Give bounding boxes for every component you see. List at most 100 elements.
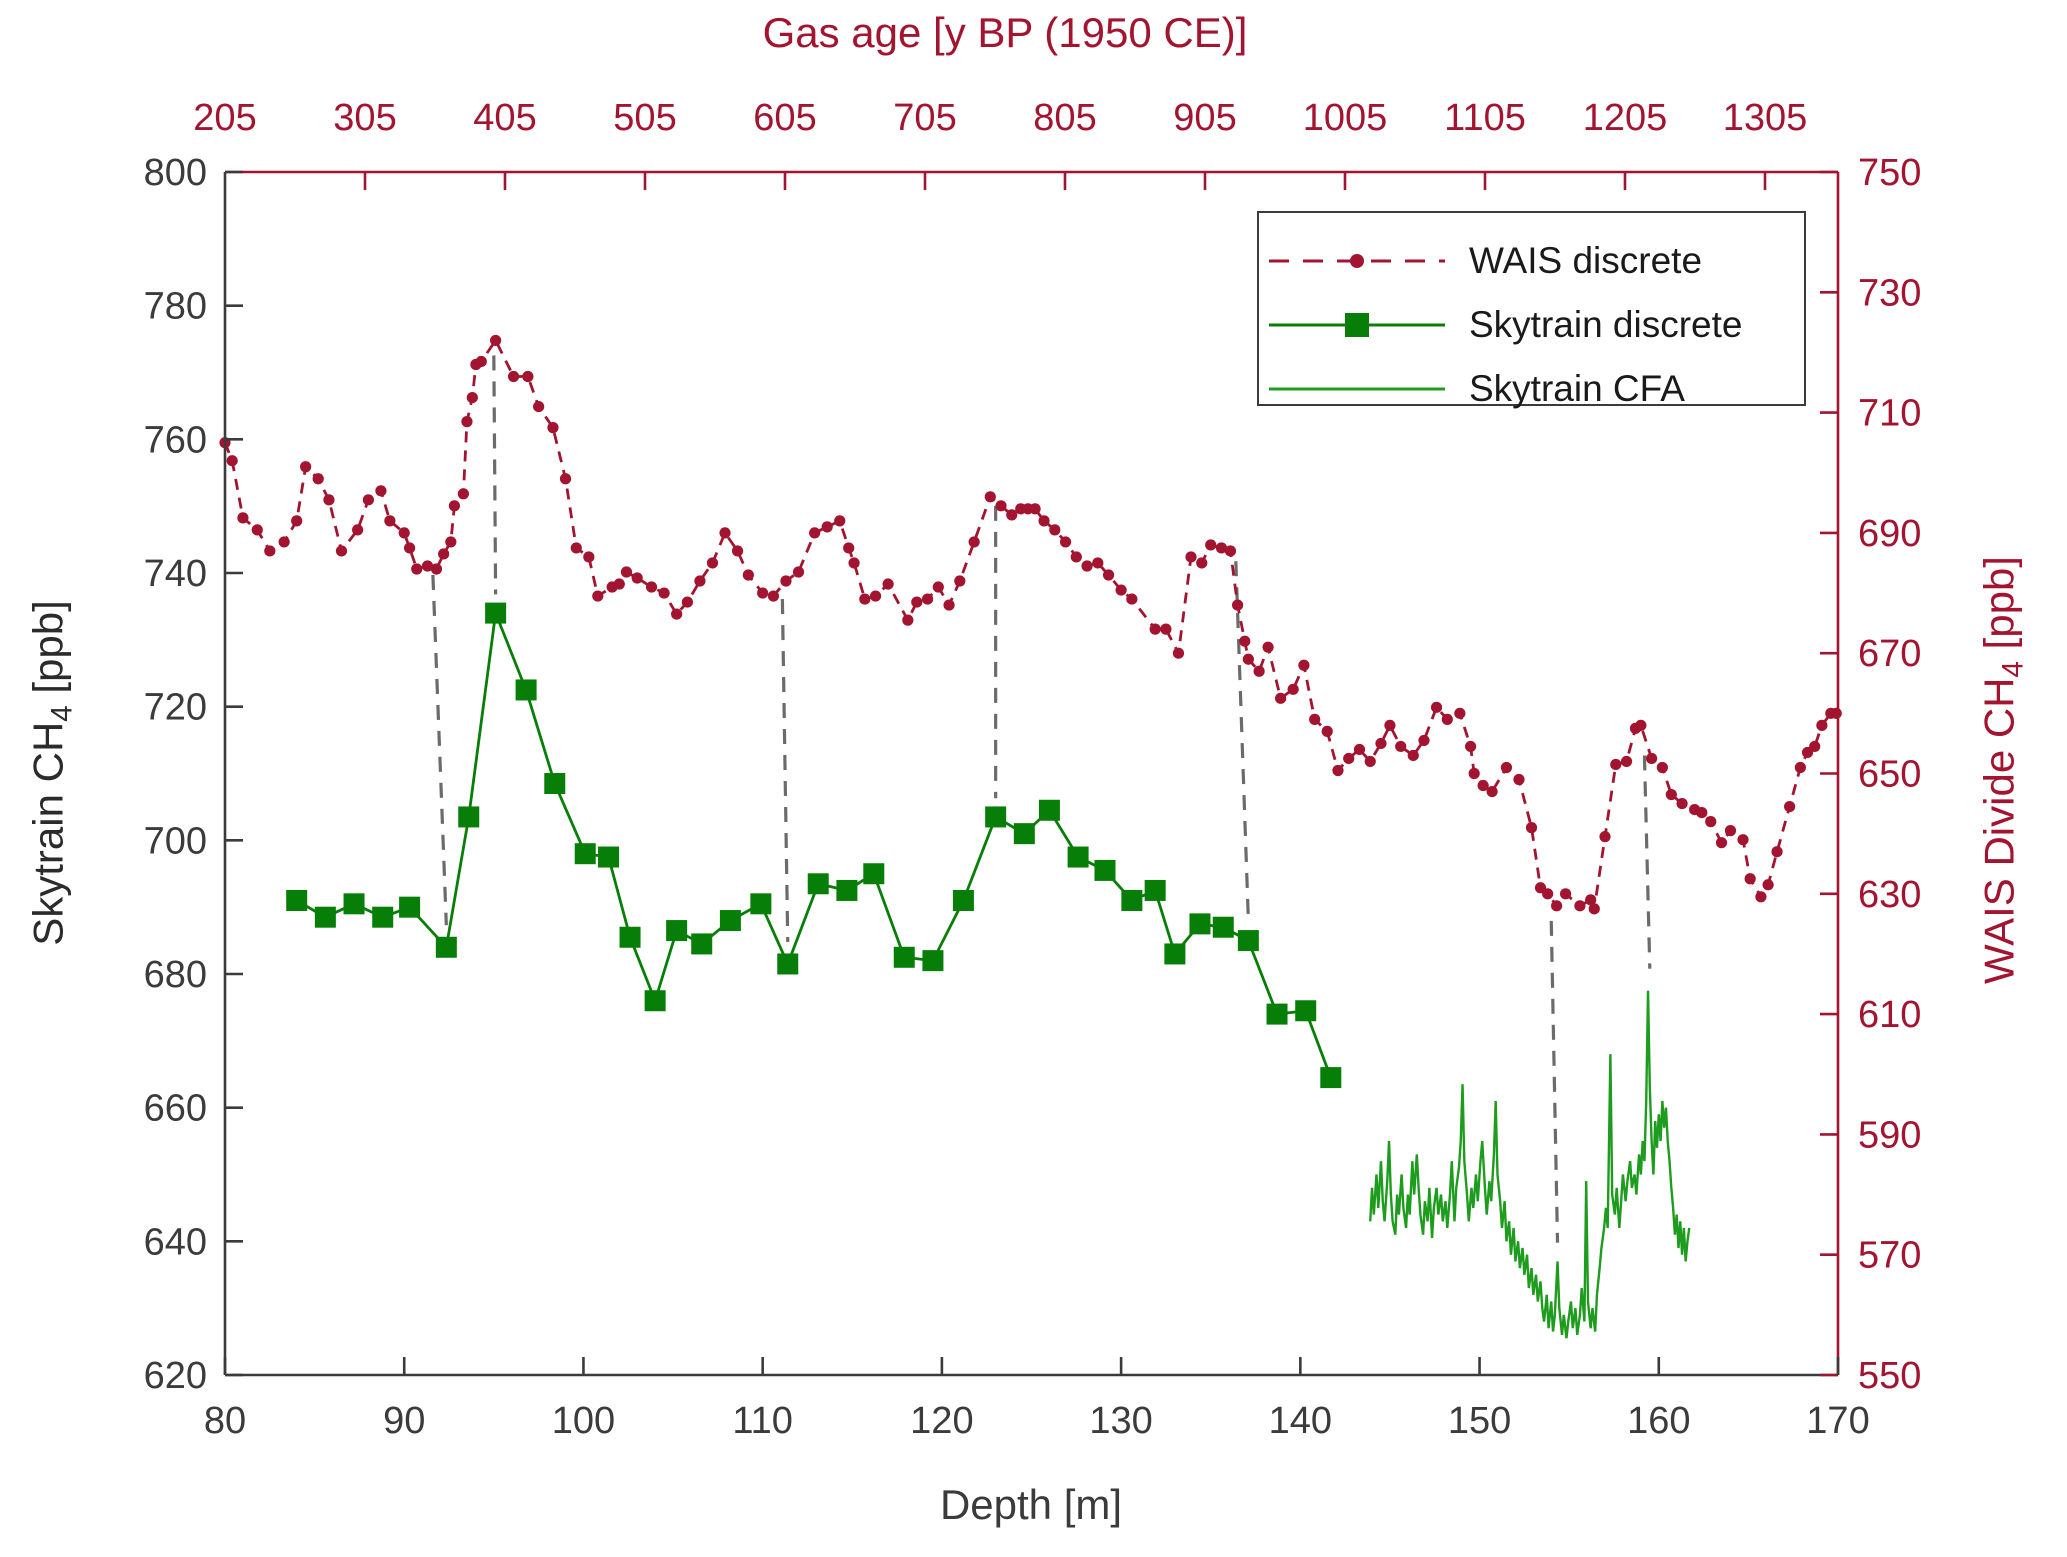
wais-marker — [547, 422, 559, 434]
wais-marker — [457, 488, 469, 500]
bottom-tick-label: 170 — [1806, 1400, 1869, 1442]
wais-marker — [719, 527, 731, 539]
skytrain-marker — [435, 936, 457, 958]
wais-marker — [706, 557, 719, 569]
wais-marker — [251, 524, 263, 536]
right-tick-label: 630 — [1858, 874, 1921, 916]
skytrain-marker — [1121, 889, 1143, 911]
legend-item-skytrain-cfa: Skytrain CFA — [1259, 357, 1804, 421]
right-tick-label: 750 — [1858, 152, 1921, 194]
skytrain-marker — [836, 879, 858, 901]
top-axis-title-text: Gas age [y BP (1950 CE)] — [762, 9, 1248, 56]
right-tick-label: 570 — [1858, 1235, 1921, 1277]
wais-marker — [1656, 761, 1668, 774]
skytrain-marker — [1237, 930, 1259, 952]
wais-marker — [1816, 719, 1828, 731]
right-tick-label: 610 — [1858, 994, 1921, 1036]
wais-marker — [1784, 800, 1796, 813]
bottom-tick-label: 120 — [910, 1400, 973, 1442]
skytrain-marker — [399, 896, 421, 918]
wais-marker — [1585, 894, 1597, 906]
legend-label-skytrain-cfa: Skytrain CFA — [1469, 368, 1685, 409]
wais-marker — [1384, 719, 1396, 731]
wais-marker — [1081, 560, 1093, 572]
wais-marker — [821, 521, 833, 533]
wais-marker — [848, 557, 860, 569]
right-tick-label: 670 — [1858, 633, 1921, 675]
wais-marker — [1287, 683, 1299, 695]
left-axis-ticks-and-labels: 620 640 660 680 700 720 740 760 780 800 — [144, 152, 243, 1397]
wais-marker — [448, 500, 461, 512]
wais-marker — [1724, 825, 1737, 837]
wais-marker — [237, 512, 249, 524]
right-tick-label: 650 — [1858, 754, 1921, 796]
wais-marker — [1809, 740, 1821, 753]
wais-marker — [398, 527, 410, 539]
wais-marker — [1102, 569, 1115, 581]
wais-marker — [859, 593, 871, 605]
wais-marker — [1029, 503, 1041, 515]
skytrain-marker — [1164, 943, 1186, 965]
left-tick-label: 660 — [144, 1088, 207, 1130]
tie-line — [431, 574, 448, 926]
wais-marker — [1665, 788, 1677, 801]
skytrain-marker — [666, 920, 688, 942]
left-tick-label: 760 — [144, 419, 207, 461]
left-tick-label: 800 — [144, 152, 207, 194]
wais-marker — [1253, 665, 1265, 677]
wais-marker — [671, 608, 683, 620]
wais-marker — [1715, 837, 1728, 849]
wais-marker — [1705, 816, 1717, 828]
wais-marker — [1454, 707, 1466, 719]
wais-marker — [631, 572, 643, 584]
left-tick-label: 700 — [144, 820, 207, 862]
top-tick-label: 1205 — [1583, 97, 1668, 139]
top-axis-title: Gas age [y BP (1950 CE)] — [763, 9, 1248, 57]
wais-marker — [375, 485, 387, 497]
wais-marker — [1744, 873, 1756, 885]
wais-marker — [1513, 773, 1525, 786]
wais-marker — [559, 473, 572, 485]
wais-marker — [1232, 599, 1244, 611]
wais-marker — [1070, 551, 1082, 563]
legend-label-skytrain-discrete: Skytrain discrete — [1469, 304, 1743, 345]
cfa-line — [1369, 990, 1691, 1339]
top-tick-label: 1305 — [1723, 97, 1808, 139]
wais-marker — [384, 515, 396, 527]
wais-marker — [291, 515, 303, 527]
wais-marker — [645, 581, 658, 593]
wais-marker — [1500, 761, 1513, 774]
right-axis-title-unit: [ppb] — [1975, 556, 2023, 662]
wais-marker — [1430, 701, 1443, 713]
bottom-axis-title: Depth [m] — [940, 1481, 1122, 1529]
wais-marker — [1205, 539, 1217, 551]
skytrain-line — [295, 611, 1333, 1079]
wais-marker — [882, 578, 894, 590]
skytrain-marker — [574, 843, 596, 865]
wais-marker — [767, 590, 780, 602]
wais-marker — [1737, 834, 1749, 846]
wais-marker — [954, 575, 966, 587]
wais-marker — [421, 560, 434, 572]
skytrain-marker — [458, 806, 480, 828]
wais-marker — [362, 494, 374, 506]
right-axis-title: WAIS Divide CH4 [ppb] — [1975, 556, 2030, 984]
wais-marker — [445, 536, 457, 548]
skytrain-marker — [719, 910, 741, 932]
legend-label-wais: WAIS discrete — [1469, 240, 1703, 281]
wais-legend-swatch-icon — [1269, 254, 1445, 268]
left-axis-title-text: Skytrain CH — [24, 721, 72, 946]
wais-marker — [411, 563, 423, 575]
wais-marker — [507, 370, 520, 383]
wais-marker — [430, 563, 443, 575]
wais-marker — [921, 593, 934, 605]
wais-marker — [278, 536, 290, 548]
bottom-axis-title-text: Depth [m] — [939, 1481, 1123, 1528]
legend-item-wais: WAIS discrete — [1259, 229, 1804, 293]
wais-marker — [1574, 900, 1586, 912]
wais-marker — [1332, 764, 1344, 777]
wais-marker — [352, 524, 364, 536]
skytrain-cfa-series — [1369, 990, 1691, 1339]
skytrain-discrete-legend-swatch-icon — [1269, 313, 1445, 337]
